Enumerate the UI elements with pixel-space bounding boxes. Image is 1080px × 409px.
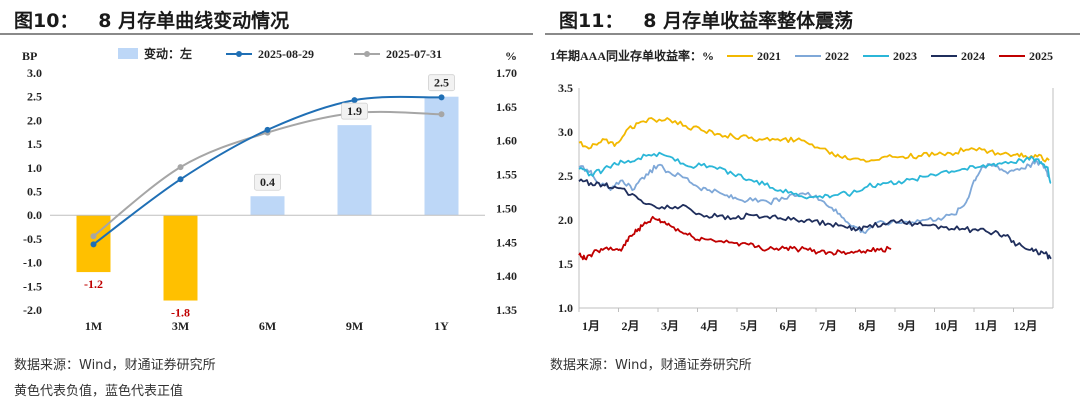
bar-6M: [250, 196, 285, 216]
value-label-box: [254, 173, 281, 191]
bar-3M: [163, 215, 198, 301]
category-label: 6M: [259, 319, 276, 333]
value-label-box: [78, 276, 109, 293]
category-label: 3M: [172, 319, 189, 333]
y-axis-tick: 3.5: [558, 81, 573, 95]
line-point-2025-08-29: [177, 176, 184, 183]
x-axis-tick: 2月: [621, 319, 639, 333]
y-axis-tick: 2.5: [558, 169, 573, 183]
series-line-2024: [578, 178, 1052, 260]
value-label-box: [428, 74, 455, 92]
right-axis-tick: 1.45: [496, 235, 517, 249]
left-axis-tick: 1.5: [27, 137, 42, 151]
y-axis-tick: 3.0: [558, 125, 573, 139]
left-axis-tick: 2.0: [27, 113, 42, 127]
left-axis-tick: 0.0: [27, 208, 42, 222]
legend-label-2022: 2022: [825, 49, 849, 63]
x-axis-tick: 9月: [898, 319, 916, 333]
left-figure-title: 图10： 8 月存单曲线变动情况: [14, 10, 290, 32]
bar-9M: [337, 125, 372, 216]
line-point-2025-07-31: [438, 111, 445, 118]
x-axis-tick: 6月: [779, 319, 797, 333]
x-axis-tick: 11月: [974, 319, 997, 333]
right-axis-tick: 1.50: [496, 201, 517, 215]
category-label: 1M: [85, 319, 102, 333]
y-axis-tick: 1.0: [558, 301, 573, 315]
legend-swatch-bar: [118, 48, 138, 59]
x-axis-tick: 8月: [858, 319, 876, 333]
line-point-2025-08-29: [90, 241, 97, 248]
legend-title: 1年期AAA同业存单收益率：%: [550, 48, 714, 63]
line-point-2025-07-31: [177, 164, 184, 171]
x-axis-tick: 12月: [1013, 319, 1037, 333]
right-axis-tick: 1.65: [496, 100, 517, 114]
value-label-1Y: 2.5: [434, 76, 449, 90]
line-point-2025-08-29: [438, 94, 445, 101]
line-point-2025-07-31: [90, 233, 97, 240]
left-axis-tick: 2.5: [27, 90, 42, 104]
legend-label-2021: 2021: [757, 49, 781, 63]
legend-label-2025: 2025: [1029, 49, 1053, 63]
line-point-2025-08-29: [351, 97, 358, 104]
left-axis-tick: -1.0: [23, 256, 42, 270]
right-axis-tick: 1.40: [496, 269, 517, 283]
y-axis-tick: 2.0: [558, 213, 573, 227]
right-figure-title: 图11： 8 月存单收益率整体震荡: [559, 10, 854, 32]
value-label-3M: -1.8: [171, 306, 190, 320]
y-axis-tick: 1.5: [558, 257, 573, 271]
value-label-6M: 0.4: [260, 175, 275, 189]
legend-label-2024: 2024: [961, 49, 985, 63]
left-axis-tick: -2.0: [23, 303, 42, 317]
right-title-rule: [545, 33, 1080, 35]
x-axis-tick: 4月: [700, 319, 718, 333]
right-chart: 3.5 3.0 2.5 2.0 1.5 1.0 1月 2月 3月 4月 5月 6月 7月 8月 9月 10月 1…: [550, 48, 1054, 333]
left-axis-tick: -0.5: [23, 232, 42, 246]
left-color-note: 黄色代表负值，蓝色代表正值: [14, 384, 184, 399]
right-source-note: 数据来源：Wind，财通证券研究所: [550, 358, 752, 373]
x-axis-tick: 1月: [582, 319, 600, 333]
legend-label-line-b: 2025-07-31: [386, 47, 442, 61]
legend-label-bar: 变动：左: [144, 46, 192, 61]
x-axis-tick: 7月: [819, 319, 837, 333]
series-line-2023: [578, 151, 1052, 200]
legend-label-line-a: 2025-08-29: [258, 47, 314, 61]
value-label-box: [165, 304, 196, 321]
line-point-2025-08-29: [264, 126, 271, 133]
right-axis-tick: 1.55: [496, 168, 517, 182]
value-label-box: [341, 102, 368, 120]
left-axis-tick: 1.0: [27, 161, 42, 175]
left-axis-tick: -1.5: [23, 279, 42, 293]
series-line-2025: [578, 215, 892, 261]
left-axis-tick: 3.0: [27, 66, 42, 80]
left-title-rule: [0, 33, 533, 35]
left-chart: BP % 3.0 2.5 2.0 1.5 1.0 0.5 0.0 -0.5 -1.0 -1.5 -2.0…: [22, 46, 517, 333]
line-series-2025-08-29: [92, 95, 442, 246]
left-figure: 图10： 8 月存单曲线变动情况 BP% 3.0 2.5 2.0 1.5 1.0 0.5 0.…: [0, 0, 533, 409]
right-figure: 图11： 8 月存单收益率整体震荡 3.5 3.0 2.5 2.0 1.5 1.0 1月 2月…: [545, 0, 1080, 409]
x-axis-tick: 3月: [661, 319, 679, 333]
left-source-note: 数据来源：Wind，财通证券研究所: [14, 358, 216, 373]
right-axis-tick: 1.60: [496, 134, 517, 148]
right-axis-tick: 1.70: [496, 66, 517, 80]
legend-marker-line-a: [236, 51, 242, 57]
left-axis-unit: BP: [22, 49, 37, 63]
value-label-9M: 1.9: [347, 104, 362, 118]
legend-label-2023: 2023: [893, 49, 917, 63]
right-axis-tick: 1.35: [496, 303, 517, 317]
value-label-1M: -1.2: [84, 277, 103, 291]
x-axis-tick: 5月: [740, 319, 758, 333]
series-line-2021: [578, 117, 1050, 163]
category-label: 9M: [346, 319, 363, 333]
right-axis-unit: %: [505, 49, 517, 63]
legend-marker-line-b: [364, 51, 370, 57]
category-label: 1Y: [434, 319, 449, 333]
left-axis-tick: 0.5: [27, 185, 42, 199]
x-axis-tick: 10月: [934, 319, 958, 333]
